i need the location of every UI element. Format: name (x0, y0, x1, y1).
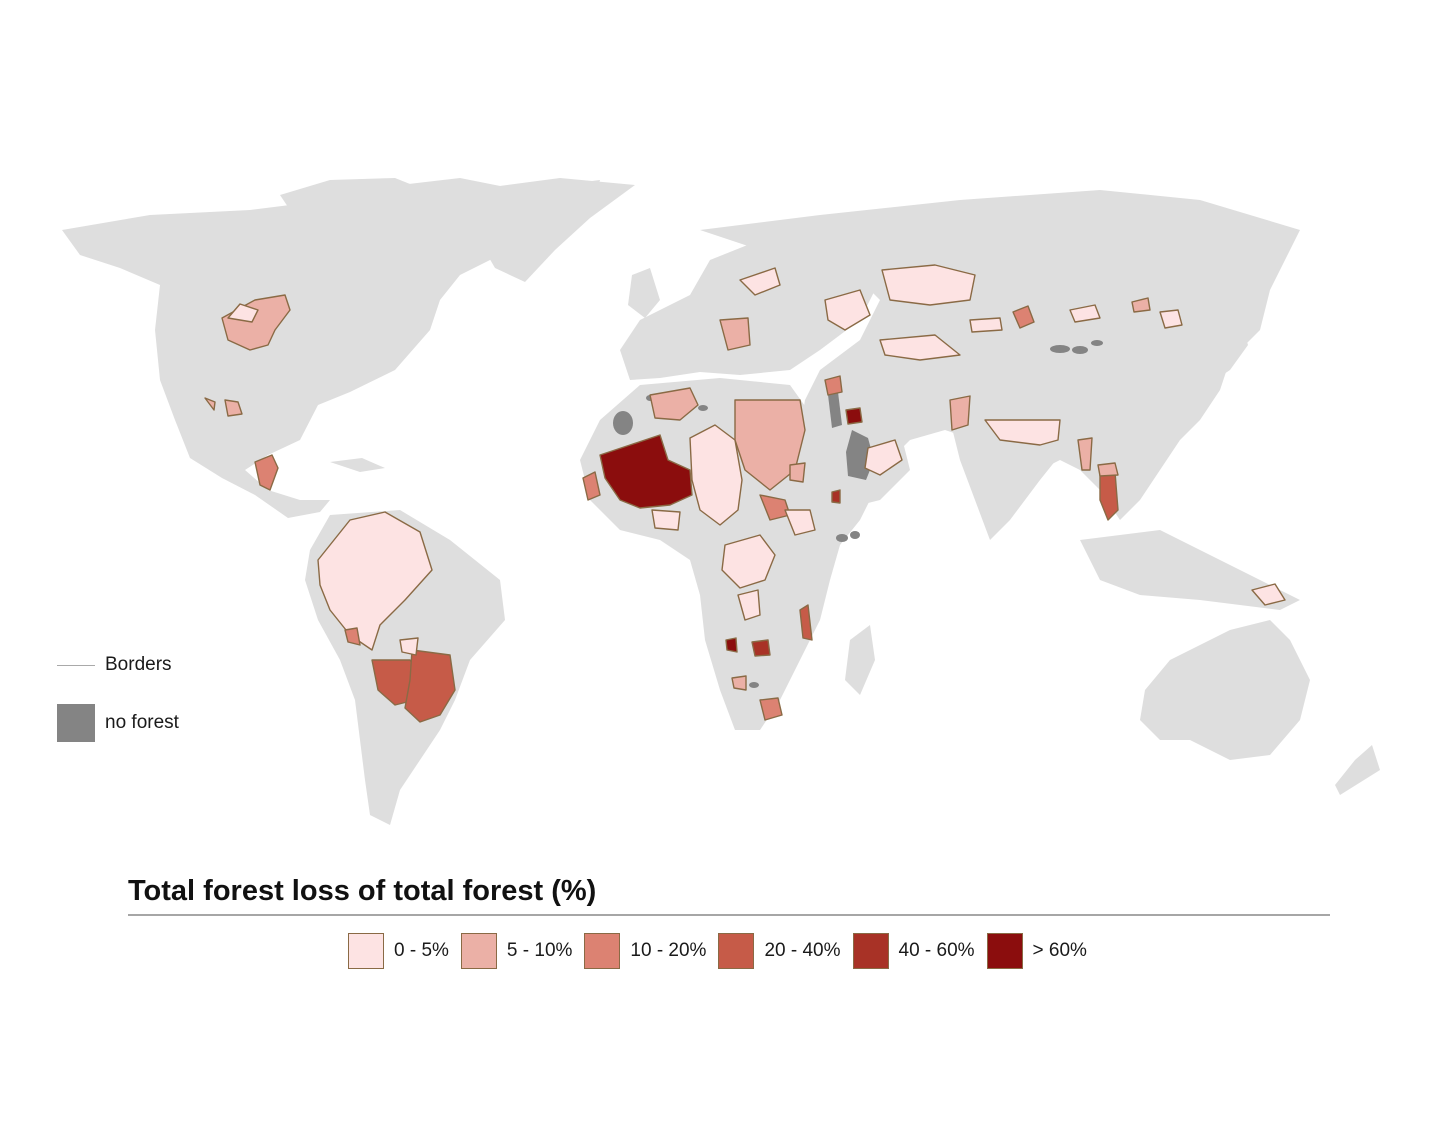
forest-loss-region (739, 267, 781, 296)
forest-loss-region (824, 375, 843, 396)
no-forest-area (613, 411, 633, 435)
land-greenland (470, 178, 635, 282)
forest-loss-region (831, 489, 841, 504)
forest-loss-region (824, 289, 871, 331)
forest-loss-region (344, 627, 361, 646)
forest-loss-region (1099, 471, 1119, 521)
no-forest-area (698, 405, 708, 411)
land-japan (1212, 320, 1248, 380)
forest-loss-region (1251, 583, 1286, 606)
land-arctic-islands (280, 178, 430, 212)
no-forest-area (1050, 345, 1070, 353)
forest-loss-region (399, 637, 419, 656)
forest-loss-region (969, 317, 1003, 333)
forest-loss-region (1159, 309, 1183, 329)
forest-loss-region (721, 534, 776, 589)
land-uk (628, 268, 660, 318)
land-madagascar (845, 625, 875, 695)
forest-loss-region (784, 509, 816, 536)
title-divider (128, 914, 1330, 916)
land-australia (1140, 620, 1310, 760)
forest-loss-region (582, 471, 601, 501)
forest-loss-region (1097, 462, 1119, 477)
forest-loss-region (864, 439, 903, 476)
no-forest-area (749, 682, 759, 688)
class-swatch (718, 933, 755, 969)
forest-loss-region (879, 334, 961, 361)
class-legend-item: 40 - 60% (852, 933, 975, 969)
no-forest-label: no forest (105, 712, 179, 733)
no-forest-legend-item: no forest (57, 704, 179, 742)
forest-loss-region (731, 675, 747, 691)
no-forest-area (836, 534, 848, 542)
forest-loss-region (224, 399, 243, 417)
forest-loss-regions (204, 264, 1286, 723)
borders-label: Borders (105, 654, 172, 675)
forest-loss-region (737, 589, 761, 621)
land-caribbean (330, 458, 385, 472)
forest-loss-region (881, 264, 976, 306)
map-title: Total forest loss of total forest (%) (128, 875, 597, 907)
land-new-zealand (1335, 745, 1380, 795)
class-swatch (852, 933, 889, 969)
map-side-legend: Borders no forest (57, 650, 257, 750)
class-legend-item: > 60% (986, 933, 1087, 969)
forest-loss-region (254, 454, 279, 491)
class-swatch (584, 933, 621, 969)
forest-loss-region (751, 639, 771, 657)
forest-loss-region (204, 397, 216, 411)
no-forest-swatch (57, 704, 95, 742)
forest-loss-region (1069, 304, 1101, 323)
forest-loss-region (1131, 297, 1151, 313)
world-map (62, 178, 1380, 825)
forest-loss-region (404, 649, 456, 723)
class-legend: 0 - 5% 5 - 10% 10 - 20% 20 - 40% 40 - 60… (348, 932, 1099, 970)
class-legend-item: 20 - 40% (718, 933, 841, 969)
forest-loss-region (949, 395, 971, 431)
forest-loss-region (599, 434, 693, 509)
no-forest-area (1091, 340, 1103, 346)
forest-loss-region (227, 303, 259, 323)
class-legend-item: 10 - 20% (584, 933, 706, 969)
class-legend-item: 5 - 10% (460, 933, 573, 969)
borders-legend-item: Borders (57, 650, 172, 680)
forest-loss-region (651, 509, 681, 531)
forest-loss-region (719, 317, 751, 351)
forest-loss-region (317, 511, 433, 651)
land-europe (620, 240, 880, 380)
class-label: 40 - 60% (898, 940, 975, 961)
forest-loss-region (984, 419, 1061, 446)
class-swatch (986, 933, 1023, 969)
no-forest-area (1072, 346, 1088, 354)
class-label: 20 - 40% (764, 940, 841, 961)
no-forest-area (828, 392, 842, 428)
forest-loss-region (845, 407, 863, 425)
forest-loss-region (725, 637, 738, 653)
land-india (950, 420, 1060, 540)
class-label: 0 - 5% (394, 940, 449, 961)
forest-loss-region (759, 697, 783, 721)
forest-loss-region (799, 604, 813, 641)
class-label: > 60% (1032, 940, 1087, 961)
forest-loss-region (1012, 305, 1035, 329)
forest-loss-region (649, 387, 699, 421)
class-label: 10 - 20% (630, 940, 707, 961)
class-legend-item: 0 - 5% (348, 933, 449, 969)
forest-loss-region (734, 399, 806, 491)
forest-loss-region (689, 424, 743, 526)
class-swatch (348, 933, 384, 969)
class-label: 5 - 10% (506, 940, 573, 961)
borders-line-symbol (57, 664, 95, 666)
forest-loss-region (1077, 437, 1093, 471)
class-swatch (460, 933, 497, 969)
land-north-america (62, 178, 600, 518)
forest-loss-region (789, 462, 806, 483)
no-forest-area (850, 531, 860, 539)
land-southeast-asia (1080, 530, 1300, 610)
